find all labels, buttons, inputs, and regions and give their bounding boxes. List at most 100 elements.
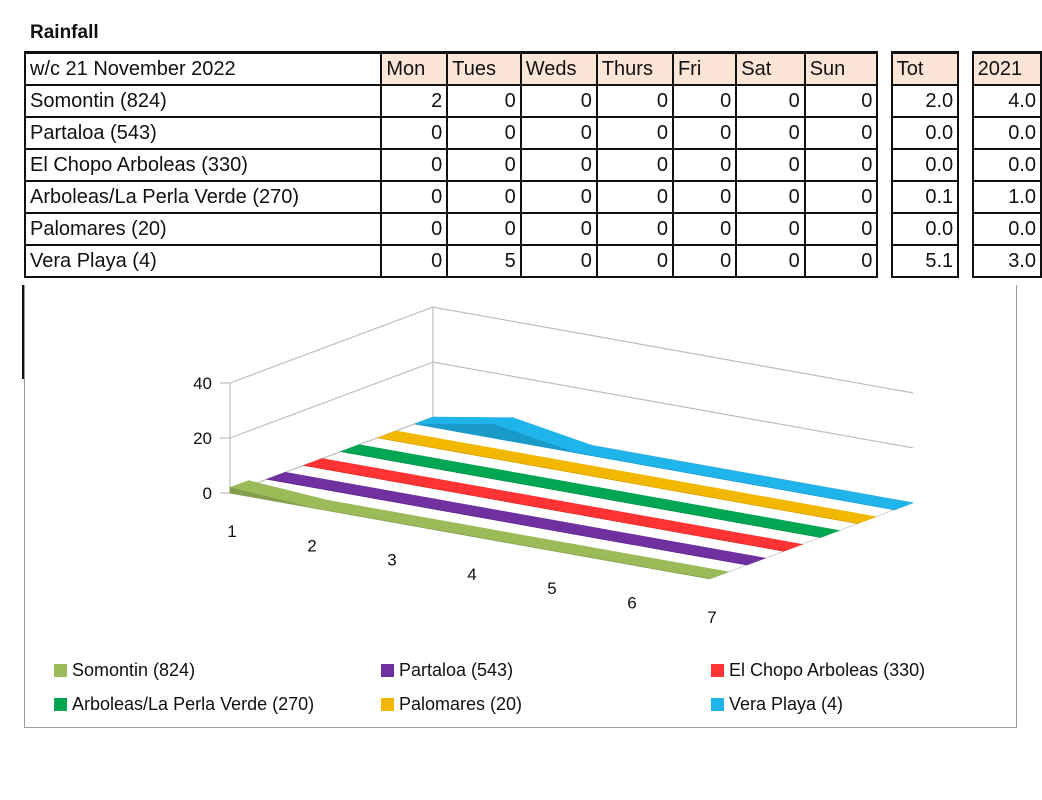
legend-label: Arboleas/La Perla Verde (270): [72, 694, 315, 714]
rainfall-value: 0: [671, 212, 738, 246]
area-top-segment: [776, 502, 878, 524]
area-top-segment: [456, 444, 558, 467]
station-name: Palomares (20): [23, 212, 383, 246]
week-label: w/c 21 November 2022: [23, 51, 383, 86]
column-gap: [958, 213, 973, 245]
day-header-sat: Sat: [735, 51, 806, 86]
floor-side-edge: [709, 502, 914, 580]
area-top-segment: [376, 430, 478, 453]
rainfall-value: 0: [671, 244, 738, 278]
rainfall-value: 0: [446, 84, 522, 118]
rainfall-value: 0: [803, 148, 879, 182]
rainfall-value: 0: [380, 244, 449, 278]
column-gap: [958, 245, 973, 277]
legend-label: Somontin (824): [72, 660, 196, 680]
table-row: Vera Playa (4) 0 5 0 0 0 0 0 5.1 3.0: [23, 244, 1042, 278]
legend-swatch: [711, 664, 724, 677]
area-series-1: [265, 471, 767, 566]
day-header-tues: Tues: [446, 51, 522, 86]
column-gap: [958, 149, 973, 181]
legend-label: Vera Playa (4): [729, 694, 844, 714]
legend-label: Palomares (20): [399, 694, 523, 714]
x-tick-label: 5: [547, 579, 556, 598]
legend-swatch: [54, 698, 67, 711]
area-top-segment: [573, 445, 675, 468]
rainfall-value: 0: [446, 212, 522, 246]
rainfall-value: 0: [519, 244, 598, 278]
station-name: Arboleas/La Perla Verde (270): [23, 180, 383, 214]
legend-label: El Chopo Arboleas (330): [729, 660, 926, 680]
legend-item: Palomares (20): [381, 694, 522, 715]
area-top-segment: [616, 473, 718, 496]
rainfall-value: 0: [519, 116, 598, 150]
rainfall-value: 0: [446, 180, 522, 214]
y-tick-label: 20: [193, 429, 212, 448]
prev-year-header: 2021: [971, 51, 1042, 86]
area-top-segment: [382, 472, 484, 495]
legend-item: El Chopo Arboleas (330): [711, 660, 925, 681]
area-top-segment: [388, 514, 490, 537]
column-gap: [958, 181, 973, 213]
table-row: Palomares (20) 0 0 0 0 0 0 0 0.0 0.0: [23, 212, 1042, 246]
rainfall-value: 0: [595, 212, 674, 246]
rainfall-value: 0: [803, 212, 879, 246]
column-gap: [958, 117, 973, 149]
legend-swatch: [54, 664, 67, 677]
legend-item: Arboleas/La Perla Verde (270): [54, 694, 314, 715]
area-front-face: [414, 423, 895, 511]
area-series-5: [414, 416, 915, 511]
table-row: Arboleas/La Perla Verde (270) 0 0 0 0 0 0 0 0.1 1…: [23, 180, 1042, 214]
area-top-segment: [702, 529, 804, 552]
column-gap: [877, 181, 892, 213]
rainfall-value: 0: [803, 84, 879, 118]
column-gap: [877, 52, 892, 85]
prev-year-value: 0.0: [971, 212, 1042, 246]
total-value: 0.1: [890, 180, 960, 214]
total-value: 2.0: [890, 84, 960, 118]
area-front-face: [229, 487, 711, 580]
rainfall-value: 0: [735, 244, 806, 278]
area-top-segment: [548, 542, 650, 565]
rainfall-value: 0: [446, 148, 522, 182]
x-tick-label: 3: [387, 551, 396, 570]
rainfall-value: 0: [595, 84, 674, 118]
area-top-segment: [739, 515, 841, 538]
rainfall-value: 0: [803, 116, 879, 150]
legend-item: Partaloa (543): [381, 660, 513, 681]
area-top-segment: [419, 458, 521, 481]
area-top-segment: [813, 488, 915, 511]
area-top-segment: [462, 486, 564, 509]
legend-swatch: [381, 698, 394, 711]
area-front-face: [303, 465, 784, 552]
rainfall-value: 2: [380, 84, 449, 118]
area-top-segment: [628, 557, 730, 580]
legend-item: Vera Playa (4): [711, 694, 843, 715]
rainfall-value: 0: [446, 116, 522, 150]
gridline: [229, 306, 914, 394]
rainfall-value: 0: [380, 116, 449, 150]
area-front-face: [340, 451, 821, 538]
total-value: 0.0: [890, 212, 960, 246]
area-top-segment: [345, 486, 447, 509]
rainfall-table-body: w/c 21 November 2022 Mon Tues Weds Thurs Fri S…: [23, 51, 1042, 278]
rainfall-value: 0: [735, 180, 806, 214]
prev-year-value: 0.0: [971, 116, 1042, 150]
y-tick-label: 40: [193, 374, 212, 393]
area-top-segment: [585, 529, 687, 552]
area-top-segment: [499, 472, 601, 495]
column-gap: [877, 213, 892, 245]
rainfall-value: 0: [671, 116, 738, 150]
area-top-segment: [659, 501, 761, 524]
table-row: Partaloa (543) 0 0 0 0 0 0 0 0.0 0.0: [23, 116, 1042, 150]
area-series-0: [228, 480, 730, 580]
day-header-fri: Fri: [671, 51, 738, 86]
area-top-segment: [579, 487, 681, 510]
area-front-face: [377, 437, 858, 524]
station-name: Partaloa (543): [23, 116, 383, 150]
chart-frame: [24, 285, 1017, 728]
rainfall-value: 0: [595, 116, 674, 150]
day-header-mon: Mon: [380, 51, 449, 86]
rainfall-value: 0: [735, 212, 806, 246]
table-header-row: w/c 21 November 2022 Mon Tues Weds Thurs Fri S…: [23, 51, 1042, 86]
prev-year-value: 3.0: [971, 244, 1042, 278]
